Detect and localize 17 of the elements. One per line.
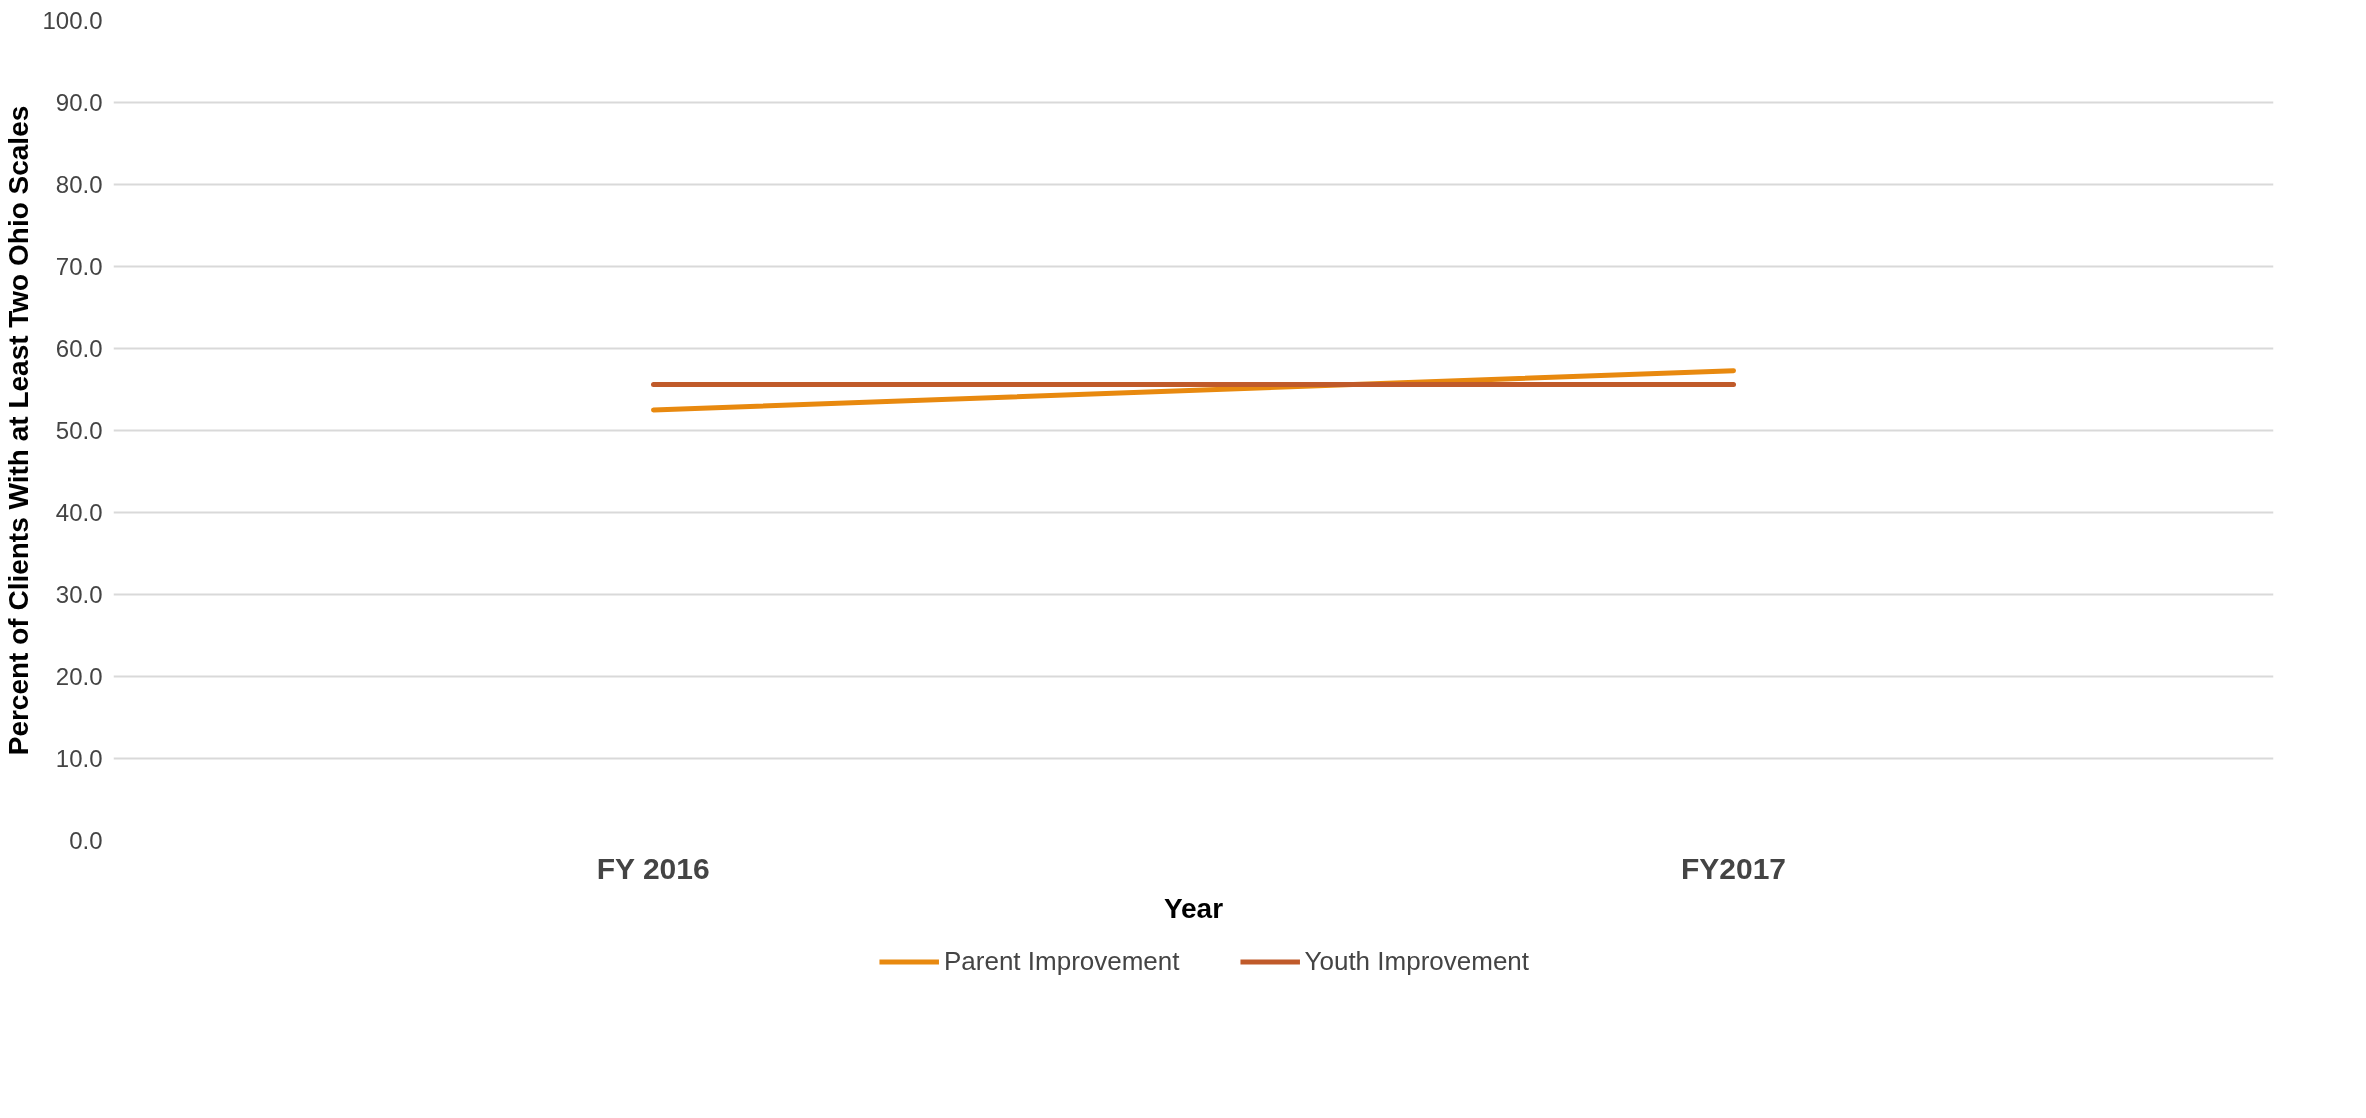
x-axis-title: Year — [1163, 892, 1224, 924]
y-tick-label: 90.0 — [55, 89, 103, 116]
y-tick-label: 10.0 — [55, 745, 103, 772]
y-tick-label: 80.0 — [55, 171, 103, 198]
x-tick-label: FY2017 — [1680, 851, 1787, 885]
y-tick-label: 0.0 — [69, 827, 103, 854]
y-tick-label: 100.0 — [42, 7, 103, 34]
y-tick-label: 30.0 — [55, 581, 103, 608]
y-tick-label: 70.0 — [55, 253, 103, 280]
y-tick-label: 40.0 — [55, 499, 103, 526]
x-tick-label: FY 2016 — [596, 851, 710, 885]
y-axis-title: Percent of Clients With at Least Two Ohio Scales — [3, 105, 35, 756]
legend-label: Youth Improvement — [1304, 945, 1530, 977]
legend-label: Parent Improvement — [943, 945, 1180, 977]
y-tick-label: 60.0 — [55, 335, 103, 362]
y-tick-label: 50.0 — [55, 417, 103, 444]
y-tick-label: 20.0 — [55, 663, 103, 690]
